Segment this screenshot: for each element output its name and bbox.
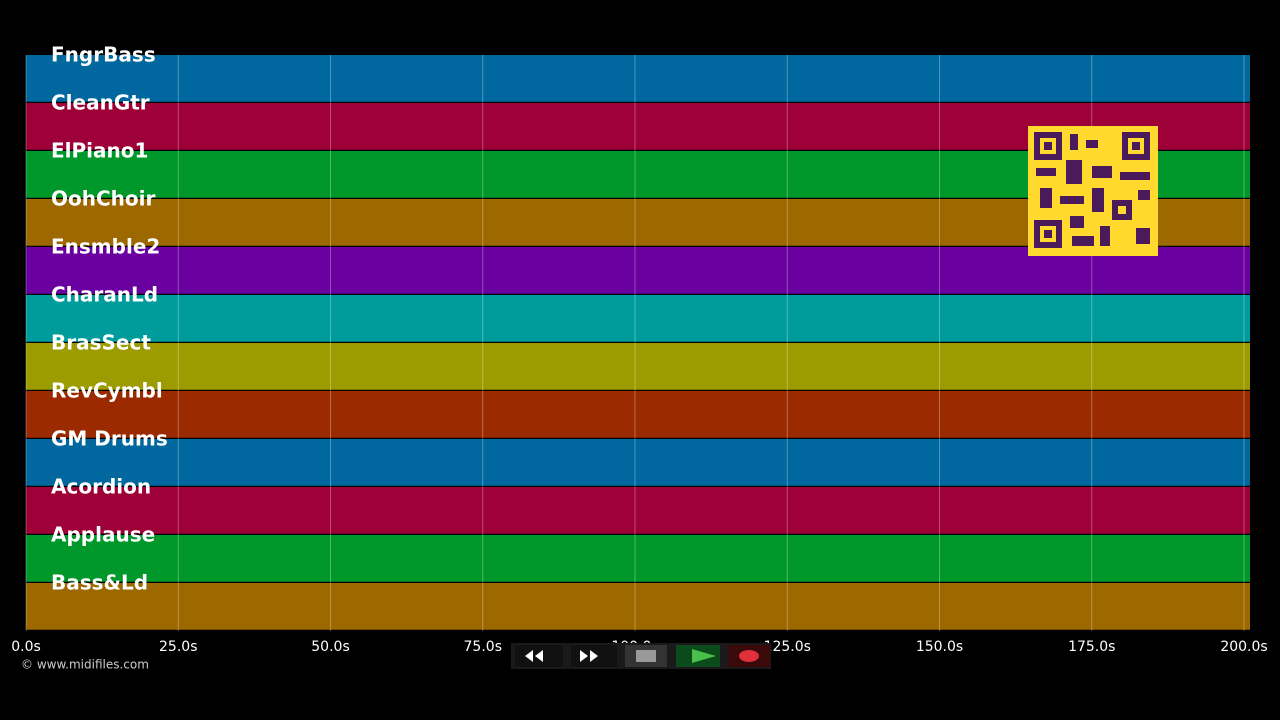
time-tick-label: 150.0s bbox=[916, 639, 963, 655]
stop-button[interactable] bbox=[625, 645, 667, 667]
time-tick-label: 0.0s bbox=[11, 639, 41, 655]
track-lane bbox=[26, 391, 1250, 438]
copyright: © www.midifiles.com bbox=[21, 658, 149, 672]
rewind-button[interactable] bbox=[515, 645, 563, 667]
time-tick-label: 25.0s bbox=[159, 639, 197, 655]
track-lane bbox=[26, 583, 1250, 630]
time-tick-label: 175.0s bbox=[1068, 639, 1115, 655]
track-name: OohChoir bbox=[51, 187, 155, 211]
track-name: Bass&Ld bbox=[51, 571, 148, 595]
track-name: GM Drums bbox=[51, 427, 168, 451]
track-lane bbox=[26, 55, 1250, 102]
track-name: Ensmble2 bbox=[51, 235, 160, 259]
time-tick-label: 50.0s bbox=[311, 639, 349, 655]
track-name: BrasSect bbox=[51, 331, 151, 355]
track-name: CharanLd bbox=[51, 283, 158, 307]
time-tick-label: 125.0s bbox=[764, 639, 811, 655]
fast-forward-button[interactable] bbox=[571, 645, 617, 667]
record-button[interactable] bbox=[728, 645, 770, 667]
time-tick-label: 200.0s bbox=[1220, 639, 1267, 655]
qr-code bbox=[1028, 126, 1158, 256]
time-tick-label: 75.0s bbox=[464, 639, 502, 655]
transport-controls bbox=[511, 643, 771, 669]
track-lane bbox=[26, 487, 1250, 534]
track-lane bbox=[26, 343, 1250, 390]
track-labels: FngrBass CleanGtr ElPiano1 OohChoir Ensmble2… bbox=[51, 43, 168, 595]
track-name: ElPiano1 bbox=[51, 139, 148, 163]
track-lane bbox=[26, 535, 1250, 582]
play-button[interactable] bbox=[676, 645, 720, 667]
track-name: CleanGtr bbox=[51, 91, 150, 115]
track-name: Acordion bbox=[51, 475, 151, 499]
track-lane bbox=[26, 295, 1250, 342]
track-lane bbox=[26, 439, 1250, 486]
track-name: Applause bbox=[51, 523, 155, 547]
track-name: RevCymbl bbox=[51, 379, 163, 403]
track-name: FngrBass bbox=[51, 43, 156, 67]
